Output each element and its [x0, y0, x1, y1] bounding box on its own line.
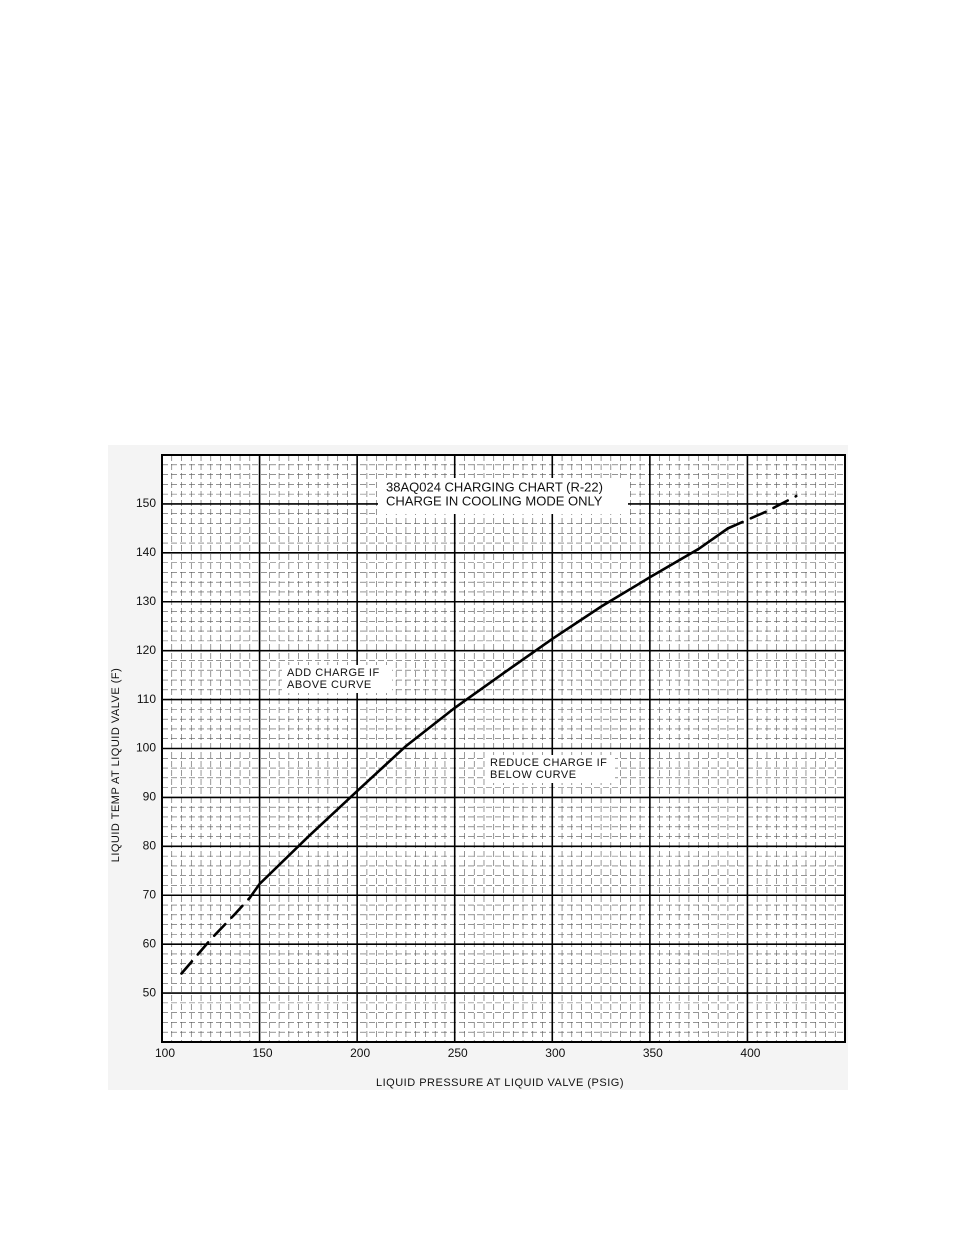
- y-tick-label: 50: [143, 985, 157, 999]
- y-tick-label: 110: [137, 692, 156, 706]
- y-axis-label: LIQUID TEMP AT LIQUID VALVE (F): [110, 668, 122, 863]
- annotation: ADD CHARGE IF: [287, 667, 380, 679]
- annotation: ABOVE CURVE: [287, 679, 372, 691]
- y-tick-label: 70: [143, 887, 157, 901]
- y-tick-label: 100: [136, 741, 156, 755]
- chart-subtitle: CHARGE IN COOLING MODE ONLY: [386, 493, 603, 508]
- x-tick-label: 300: [545, 1046, 565, 1060]
- x-axis-label: LIQUID PRESSURE AT LIQUID VALVE (PSIG): [376, 1077, 624, 1089]
- annotation: BELOW CURVE: [490, 769, 577, 781]
- annotation: REDUCE CHARGE IF: [490, 757, 607, 769]
- x-tick-label: 100: [155, 1046, 175, 1060]
- x-tick-label: 350: [643, 1046, 663, 1060]
- chart-title: 38AQ024 CHARGING CHART (R-22): [386, 479, 603, 494]
- x-tick-label: 400: [740, 1046, 760, 1060]
- y-tick-label: 60: [143, 936, 157, 950]
- x-tick-label: 250: [448, 1046, 468, 1060]
- y-tick-label: 90: [143, 790, 157, 804]
- y-tick-label: 80: [143, 839, 157, 853]
- curves: [180, 494, 798, 975]
- y-tick-label: 120: [136, 643, 156, 657]
- title-box: [378, 478, 628, 514]
- annotation-box: [282, 665, 392, 693]
- y-tick-label: 130: [136, 594, 156, 608]
- y-tick-label: 140: [136, 545, 156, 559]
- curve: [180, 494, 798, 975]
- curve: [248, 527, 730, 899]
- annotation-box: [485, 755, 615, 783]
- x-tick-label: 200: [350, 1046, 370, 1060]
- y-tick-label: 150: [136, 496, 156, 510]
- x-tick-label: 150: [253, 1046, 273, 1060]
- plot-border: [161, 454, 846, 1043]
